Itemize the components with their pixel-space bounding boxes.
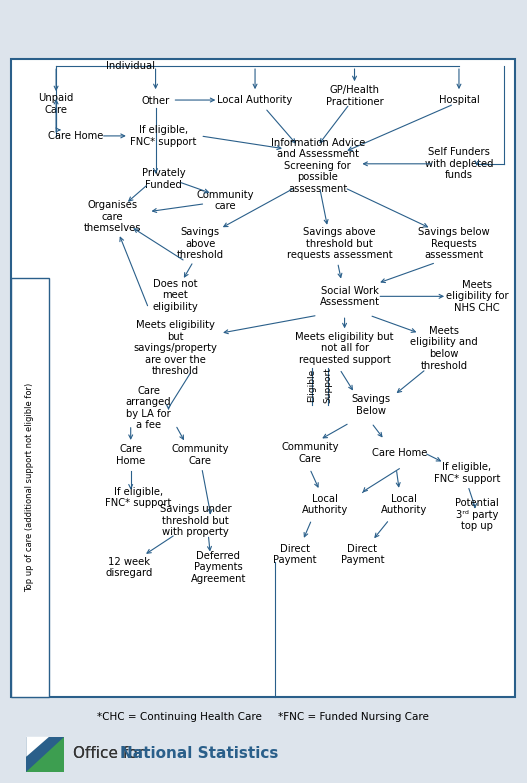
FancyBboxPatch shape: [12, 279, 49, 697]
Text: Care
Home: Care Home: [116, 444, 145, 466]
Text: Local
Authority: Local Authority: [301, 494, 348, 515]
Text: Meets
eligibility for
NHS CHC: Meets eligibility for NHS CHC: [445, 280, 508, 313]
Bar: [26, 737, 64, 772]
Text: Social Work
Assessment: Social Work Assessment: [319, 286, 379, 307]
Text: GP/Health
Practitioner: GP/Health Practitioner: [326, 85, 384, 106]
Text: Hospital: Hospital: [438, 95, 480, 105]
Text: Deferred
Payments
Agreement: Deferred Payments Agreement: [191, 550, 246, 584]
Text: Care
arranged
by LA for
a fee: Care arranged by LA for a fee: [126, 385, 171, 431]
Text: Individual: Individual: [106, 61, 155, 71]
Polygon shape: [26, 737, 64, 772]
Text: Savings
Below: Savings Below: [352, 394, 391, 416]
Text: Savings under
threshold but
with property: Savings under threshold but with propert…: [160, 504, 231, 537]
Text: Eligible: Eligible: [307, 368, 316, 402]
Text: If eligible,
FNC* support: If eligible, FNC* support: [434, 462, 500, 484]
Text: Does not
meet
eligibility: Does not meet eligibility: [153, 279, 198, 312]
Text: Community
Care: Community Care: [172, 444, 229, 466]
Text: Community
care: Community care: [197, 190, 254, 211]
Text: *CHC = Continuing Health Care     *FNC = Funded Nursing Care: *CHC = Continuing Health Care *FNC = Fun…: [97, 712, 429, 722]
Text: Potential
3ʳᵈ party
top up: Potential 3ʳᵈ party top up: [455, 498, 499, 531]
Text: Support: Support: [323, 367, 332, 403]
Text: Care Home: Care Home: [372, 448, 427, 458]
Text: 12 week
disregard: 12 week disregard: [105, 557, 152, 578]
Text: Local Authority: Local Authority: [218, 95, 292, 105]
Text: Savings below
Requests
assessment: Savings below Requests assessment: [418, 227, 490, 260]
Polygon shape: [26, 737, 49, 756]
Text: Direct
Payment: Direct Payment: [341, 543, 384, 565]
Text: National Statistics: National Statistics: [120, 746, 278, 761]
Text: Meets eligibility but
not all for
requested support: Meets eligibility but not all for reques…: [295, 331, 394, 365]
Text: Community
Care: Community Care: [281, 442, 338, 464]
Text: If eligible,
FNC* support: If eligible, FNC* support: [105, 487, 172, 508]
Text: Local
Authority: Local Authority: [381, 494, 427, 515]
Text: Direct
Payment: Direct Payment: [273, 543, 317, 565]
Text: If eligible,
FNC* support: If eligible, FNC* support: [130, 125, 197, 146]
Text: Savings
above
threshold: Savings above threshold: [177, 227, 224, 260]
Text: Organises
care
themselves: Organises care themselves: [84, 200, 142, 233]
Text: Privately
Funded: Privately Funded: [142, 168, 186, 189]
Text: Information Advice
and Assessment
Screening for
possible
assessment: Information Advice and Assessment Screen…: [270, 138, 365, 194]
Text: Office for: Office for: [73, 746, 149, 761]
Text: Meets
eligibility and
below
threshold: Meets eligibility and below threshold: [410, 326, 478, 370]
Text: Other: Other: [141, 96, 170, 106]
Text: Savings above
threshold but
requests assessment: Savings above threshold but requests ass…: [287, 227, 393, 260]
FancyBboxPatch shape: [12, 60, 515, 697]
Text: Care Home: Care Home: [48, 131, 104, 141]
Text: Unpaid
Care: Unpaid Care: [38, 93, 74, 115]
Text: Top up of care (additional support not eligible for): Top up of care (additional support not e…: [25, 383, 34, 592]
Text: Self Funders
with depleted
funds: Self Funders with depleted funds: [425, 147, 493, 180]
Text: Office for: Office for: [73, 746, 149, 761]
Text: Meets eligibility
but
savings/property
are over the
threshold: Meets eligibility but savings/property a…: [133, 320, 218, 377]
